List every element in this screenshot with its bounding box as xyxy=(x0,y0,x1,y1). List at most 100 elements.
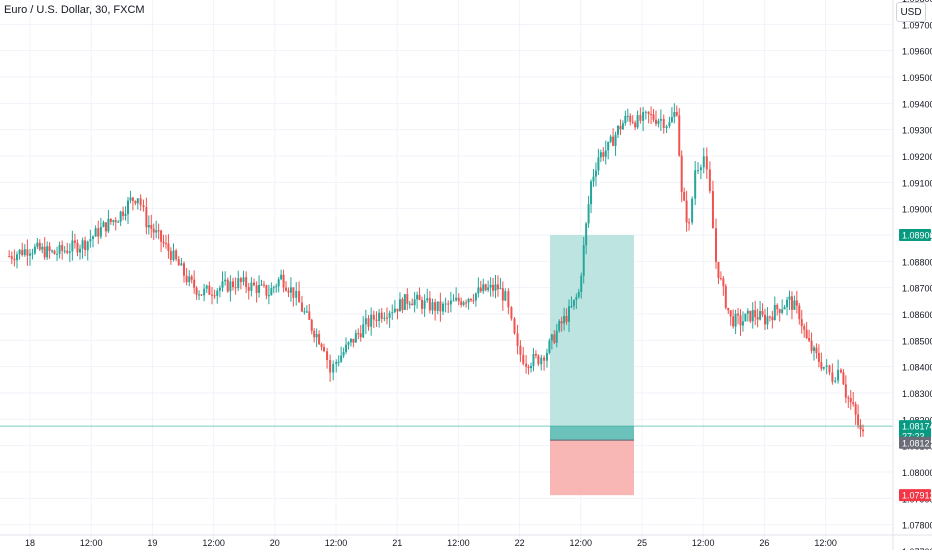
candle-body xyxy=(756,317,759,320)
candle-body xyxy=(280,274,283,280)
candle-body xyxy=(685,200,688,223)
candle-body xyxy=(820,362,823,369)
candle-body xyxy=(237,278,240,289)
candle-body xyxy=(391,312,394,314)
price-tick-label: 1.09700 xyxy=(902,20,932,30)
currency-button[interactable]: USD xyxy=(896,2,926,22)
candle-body xyxy=(642,112,645,121)
candle-body xyxy=(844,384,847,398)
candle-body xyxy=(275,286,278,288)
candle-body xyxy=(739,315,742,326)
candle-body xyxy=(398,299,401,312)
entry-price-tag-text: 1.08121 xyxy=(902,438,932,448)
candle-body xyxy=(793,300,796,310)
candle-body xyxy=(300,302,303,312)
candle-body xyxy=(403,294,406,310)
candle-body xyxy=(711,191,714,229)
candle-body xyxy=(285,287,288,291)
grid xyxy=(0,0,893,552)
candle-body xyxy=(142,205,145,208)
price-tick-label: 1.09000 xyxy=(902,205,932,215)
candle-body xyxy=(822,366,825,369)
candle-body xyxy=(585,223,588,246)
candle-body xyxy=(289,287,292,293)
candle-body xyxy=(303,311,306,313)
candle-body xyxy=(315,334,318,338)
candle-body xyxy=(260,284,263,286)
candle-body xyxy=(449,300,452,305)
candle-body xyxy=(250,282,253,291)
candle-body xyxy=(147,225,150,228)
candle-body xyxy=(852,402,855,405)
candle-body xyxy=(270,288,273,296)
candle-body xyxy=(734,313,737,327)
candle-body xyxy=(607,141,610,151)
candle-body xyxy=(21,249,24,255)
candle-body xyxy=(421,300,423,309)
candle-body xyxy=(117,221,120,223)
candle-body xyxy=(786,299,789,307)
candle-body xyxy=(773,304,776,321)
candle-body xyxy=(23,249,26,255)
candle-body xyxy=(442,303,444,312)
candle-body xyxy=(472,300,475,302)
price-axis[interactable]: 1.098001.097001.096001.095001.094001.093… xyxy=(892,0,932,555)
candle-body xyxy=(352,338,355,343)
candle-body xyxy=(659,118,662,121)
candle-body xyxy=(537,355,540,365)
price-tick-label: 1.09600 xyxy=(902,47,932,57)
target-zone[interactable] xyxy=(550,235,634,441)
candle-body xyxy=(205,285,208,289)
candle-body xyxy=(652,114,655,120)
candle-body xyxy=(575,297,578,300)
candle-body xyxy=(479,287,482,292)
candle-body xyxy=(180,263,183,266)
candle-body xyxy=(487,287,490,291)
candle-body xyxy=(226,279,229,292)
candle-body xyxy=(131,197,134,202)
price-tick-label: 1.08300 xyxy=(902,389,932,399)
time-tick-label: 12:00 xyxy=(80,538,103,548)
candle-body xyxy=(26,249,29,256)
candle-body xyxy=(129,197,132,201)
candle-body xyxy=(612,136,615,146)
candle-body xyxy=(139,198,142,206)
candle-body xyxy=(550,334,553,341)
candle-body xyxy=(224,279,227,282)
candle-body xyxy=(29,253,31,256)
candle-body xyxy=(570,306,573,308)
stop-zone[interactable] xyxy=(550,440,634,496)
candle-body xyxy=(61,245,64,251)
candle-body xyxy=(558,321,561,331)
candle-body xyxy=(18,249,21,255)
candle-body xyxy=(516,333,519,346)
candle-body xyxy=(670,117,673,123)
candle-body xyxy=(337,361,340,363)
candle-body xyxy=(504,291,507,301)
candle-body xyxy=(354,333,357,343)
candle-body xyxy=(122,211,125,216)
candle-body xyxy=(357,333,360,335)
candle-body xyxy=(190,276,193,280)
time-axis[interactable]: 18 12:00 19 12:00 20 12:00 21 12:00 22 12:00 25 12:… xyxy=(0,534,932,548)
candle-body xyxy=(109,218,112,222)
candle-body xyxy=(51,250,54,252)
candle-body xyxy=(680,155,683,193)
candle-body xyxy=(691,198,694,223)
candle-body xyxy=(766,316,769,325)
candle-body xyxy=(295,291,298,298)
candle-body xyxy=(79,248,82,253)
candle-body xyxy=(746,310,749,314)
candle-body xyxy=(94,228,97,237)
candle-body xyxy=(496,284,499,290)
candle-body xyxy=(741,321,744,326)
candle-body xyxy=(345,344,348,352)
candle-body xyxy=(729,310,732,317)
candle-body xyxy=(200,294,203,296)
candle-body xyxy=(43,246,46,258)
candle-body xyxy=(239,278,242,282)
candle-body xyxy=(545,352,548,361)
